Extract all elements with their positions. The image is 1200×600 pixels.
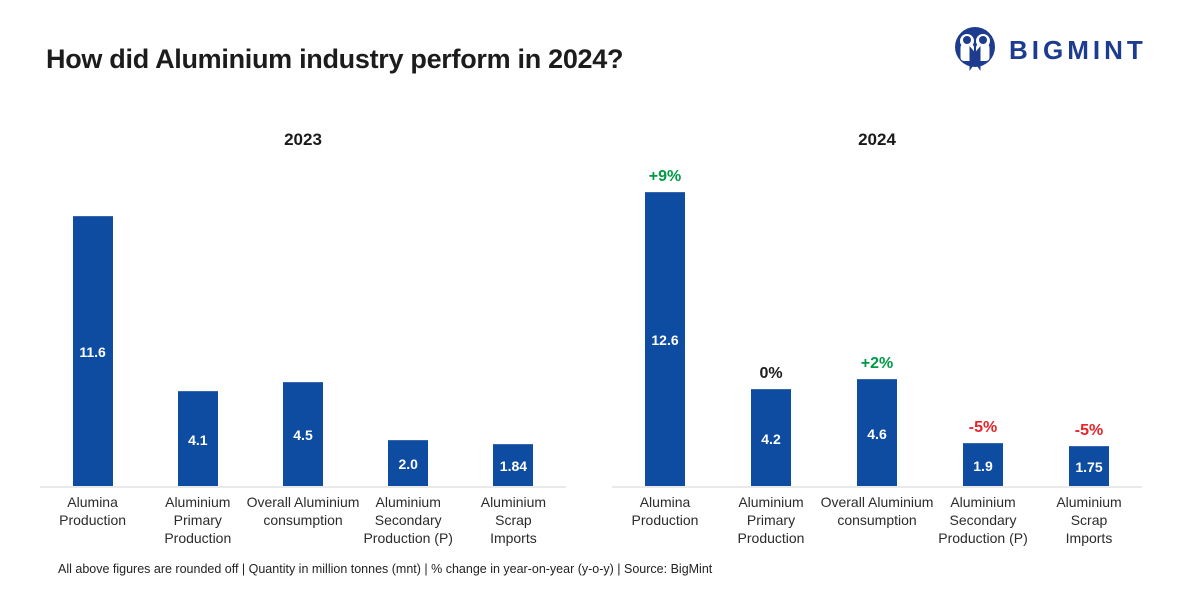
chart-2024: 2024 +9% 12.6 0% 4.2 +2% 4.6 -5% 1.9 -5% 1.75 Alu… [612,0,1142,600]
category-label-text: Alumina Production [59,494,127,528]
bigmint-two-people-circle-icon [955,27,995,71]
bar-slot: 1.84 [461,444,566,487]
bar-slot: 4.5 [250,382,355,487]
yoy-change-label: +9% [648,168,682,185]
bar-slot: 4.1 [145,391,250,487]
bar-value-label: 4.2 [761,430,781,447]
bar-value-label: 2.0 [398,456,418,472]
bar: 11.6 [72,216,113,487]
category-label: Aluminium Primary Production [145,493,250,547]
category-label: Aluminium Scrap Imports [461,493,566,547]
bar-value-label: 1.75 [1075,459,1103,475]
category-label: Overall Aluminium consumption [247,493,360,547]
bar: 4.1 [177,391,218,487]
footnote: All above figures are rounded off | Quan… [58,562,713,576]
chart-title-2024: 2024 [858,130,896,149]
category-label-text: Aluminium Scrap Imports [1056,494,1122,546]
category-label-text: Aluminium Secondary Production (P) [938,494,1028,546]
x-axis-2024 [612,486,1142,488]
x-axis-2023 [40,486,566,488]
brand-name: BIGMINT [1009,34,1147,65]
category-label: Alumina Production [612,493,718,547]
category-label: Aluminium Secondary Production (P) [930,493,1036,547]
category-label-text: Aluminium Scrap Imports [480,494,547,546]
page-title: How did Aluminium industry perform in 20… [46,44,624,74]
category-label-text: Aluminium Primary Production [164,494,232,546]
bar-slot: 2.0 [356,440,461,487]
brand-logo: BIGMINT [950,25,1147,75]
bar-value-label: 12.6 [651,332,679,348]
bar-slot: +9% 12.6 [612,168,718,487]
yoy-change-label: -5% [1074,422,1104,439]
yoy-change-label: 0% [759,365,783,382]
bar-value-label: 1.9 [973,457,993,474]
bar-value-label: 4.5 [293,427,313,443]
yoy-change-label: -5% [968,419,998,436]
bar: 4.5 [283,382,323,487]
bar-slot: 11.6 [40,216,145,487]
category-labels-2023: Alumina Production Aluminium Primary Prod… [40,493,566,547]
bar-slot: +2% 4.6 [824,355,930,487]
category-label: Alumina Production [40,493,145,547]
bar: 12.6 [645,192,685,487]
category-label: Aluminium Secondary Production (P) [356,493,461,547]
yoy-change-label: +2% [860,355,894,372]
bars-2023: 11.6 4.1 4.5 2.0 1.84 [40,216,566,487]
category-label: Aluminium Primary Production [718,493,824,547]
category-label: Aluminium Scrap Imports [1036,493,1142,547]
bar-value-label: 1.84 [499,458,528,474]
category-label-text: Overall Aluminium consumption [820,494,934,528]
bar-slot: 0% 4.2 [718,365,824,487]
category-label: Overall Aluminium consumption [821,493,934,547]
bar-value-label: 4.6 [867,425,887,442]
bar: 1.75 [1069,446,1109,487]
bar: 1.84 [493,444,534,487]
bar: 1.9 [963,443,1003,487]
bar: 4.2 [751,389,791,487]
bar-slot: -5% 1.75 [1036,422,1142,487]
bar-value-label: 11.6 [79,344,106,360]
bar: 2.0 [388,440,429,487]
category-labels-2024: Alumina Production Aluminium Primary Prod… [612,493,1142,547]
category-label-text: Aluminium Primary Production [737,494,805,546]
category-label-text: Aluminium Secondary Production (P) [363,494,453,546]
bar-value-label: 4.1 [188,431,208,448]
category-label-text: Overall Aluminium consumption [246,494,360,528]
chart-2023: 2023 11.6 4.1 4.5 2.0 1.84 Alumina Productio… [40,0,566,600]
bar-slot: -5% 1.9 [930,419,1036,487]
chart-title-2023: 2023 [284,130,322,149]
category-label-text: Alumina Production [631,494,699,528]
bars-2024: +9% 12.6 0% 4.2 +2% 4.6 -5% 1.9 -5% 1.75 [612,168,1142,487]
bar: 4.6 [857,379,897,487]
